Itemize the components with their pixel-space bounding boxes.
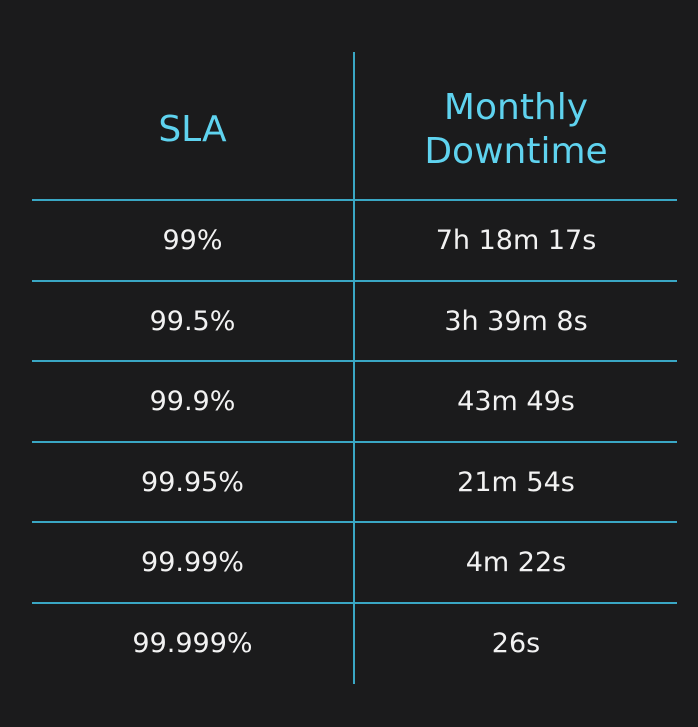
row-divider xyxy=(32,602,677,604)
sla-header: SLA xyxy=(32,60,353,199)
column-divider xyxy=(353,52,355,684)
downtime-cell: 26s xyxy=(491,627,541,659)
downtime-header-line1: Monthly xyxy=(443,86,589,128)
header-divider xyxy=(32,199,677,201)
sla-cell: 99.999% xyxy=(132,627,253,659)
sla-cell: 99.95% xyxy=(141,466,244,498)
row-divider xyxy=(32,521,677,523)
downtime-header: Monthly Downtime xyxy=(355,60,677,199)
sla-header-label: SLA xyxy=(158,108,227,150)
row-divider xyxy=(32,441,677,443)
row-divider xyxy=(32,280,677,282)
downtime-cell: 4m 22s xyxy=(465,547,567,578)
downtime-cell: 7h 18m 17s xyxy=(435,225,597,256)
row-divider xyxy=(32,360,677,362)
sla-cell: 99.9% xyxy=(149,386,236,417)
sla-cell: 99.5% xyxy=(149,305,236,337)
downtime-cell: 3h 39m 8s xyxy=(444,305,588,337)
downtime-cell: 21m 54s xyxy=(457,466,575,498)
sla-cell: 99% xyxy=(162,225,223,256)
sla-cell: 99.99% xyxy=(141,547,244,578)
downtime-header-line2: Downtime xyxy=(424,130,608,172)
downtime-cell: 43m 49s xyxy=(457,386,575,417)
